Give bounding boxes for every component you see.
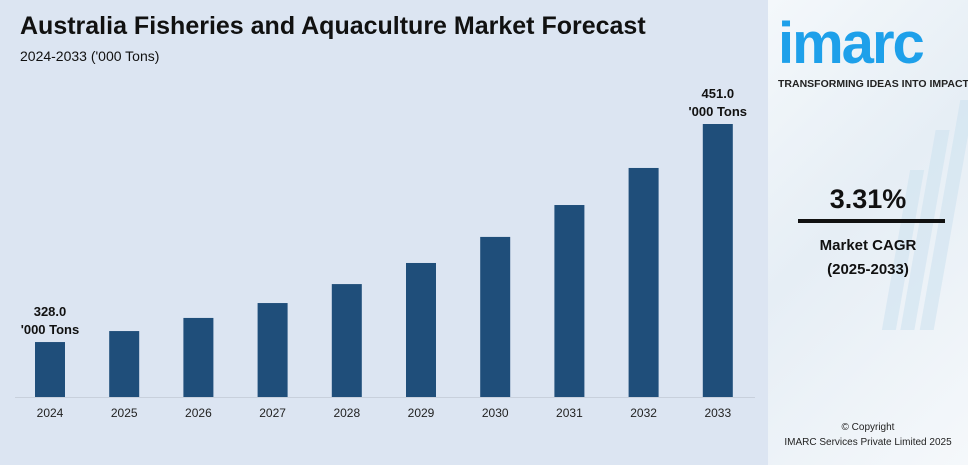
data-label-unit: '000 Tons	[689, 104, 747, 119]
side-panel: imarc TRANSFORMING IDEAS INTO IMPACT 3.3…	[768, 0, 968, 465]
imarc-logo: imarc	[778, 11, 925, 76]
data-label-value: 328.0	[34, 304, 67, 319]
bar-2033	[702, 124, 733, 397]
cagr-label: Market CAGR (2025-2033)	[768, 234, 968, 282]
divider	[798, 219, 945, 223]
x-tick-label: 2031	[556, 406, 583, 420]
bar-2026	[183, 317, 214, 397]
x-tick-label: 2032	[630, 406, 657, 420]
bar-2030	[480, 236, 511, 397]
x-tick-label: 2026	[185, 406, 212, 420]
bar-2032	[628, 167, 659, 397]
cagr-value: 3.31%	[829, 184, 907, 214]
bar-2027	[257, 303, 288, 397]
bar-2028	[331, 284, 362, 397]
x-tick-label: 2027	[259, 406, 286, 420]
x-tick-label: 2029	[408, 406, 435, 420]
company-name: IMARC Services Private Limited 2025	[784, 437, 952, 448]
copyright-text: © Copyright	[841, 422, 895, 433]
chart-title: Australia Fisheries and Aquaculture Mark…	[20, 12, 646, 40]
logo-tagline: TRANSFORMING IDEAS INTO IMPACT	[778, 78, 968, 90]
x-tick-label: 2025	[111, 406, 138, 420]
bar-2031	[554, 205, 585, 397]
bar-2029	[406, 262, 436, 397]
copyright: © Copyright IMARC Services Private Limit…	[768, 420, 968, 450]
data-label-unit: '000 Tons	[21, 322, 79, 337]
x-tick-label: 2024	[37, 406, 64, 420]
x-tick-label: 2028	[333, 406, 360, 420]
bar-2024	[35, 342, 65, 397]
data-label-value: 451.0	[702, 86, 735, 101]
cagr-label-text: Market CAGR	[819, 237, 917, 254]
bar-chart: 2024 2025 2026 2027 2028 2029 2030 2031 2032 2033…	[15, 86, 755, 420]
chart-subtitle: 2024-2033 ('000 Tons)	[20, 48, 160, 64]
x-tick-label: 2030	[482, 406, 509, 420]
bar-2025	[109, 331, 140, 397]
cagr-period: (2025-2033)	[827, 261, 909, 278]
x-tick-label: 2033	[704, 406, 731, 420]
chart-panel: Australia Fisheries and Aquaculture Mark…	[0, 0, 768, 465]
